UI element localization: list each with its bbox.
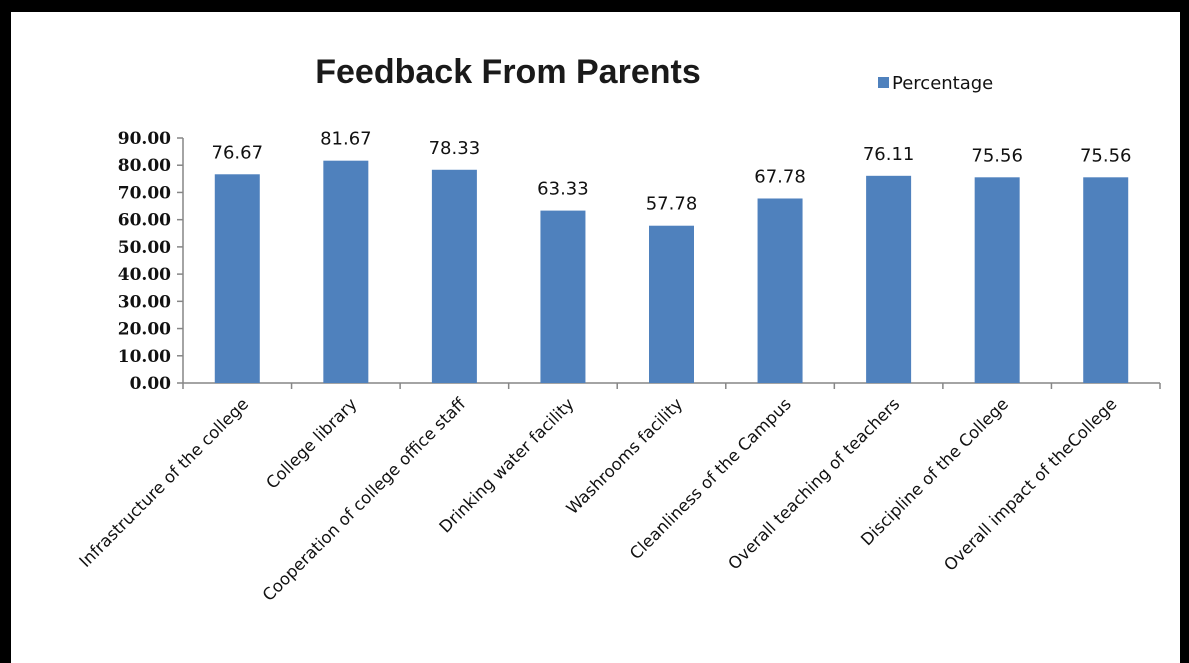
x-category-label: Cooperation of college office staff [259,394,470,605]
bar [866,175,912,383]
chart-title: Feedback From Parents [315,53,700,91]
bar [431,169,477,383]
bar [974,177,1020,383]
y-tick-label: 70.00 [118,183,171,203]
y-tick-label: 50.00 [118,238,171,258]
data-label: 78.33 [429,138,481,159]
data-label: 76.11 [863,144,915,165]
bar [1083,177,1129,383]
bars [214,160,1129,383]
bar [214,174,260,383]
x-category-label: Washrooms facility [563,394,687,518]
y-tick-label: 60.00 [118,211,171,231]
legend-swatch [878,77,889,88]
data-label: 57.78 [646,194,698,215]
data-label: 75.56 [971,145,1023,166]
data-label: 81.67 [320,129,372,150]
legend-label: Percentage [892,73,993,94]
x-category-label: Overall teaching of teachers [724,394,903,573]
x-category-label: College library [262,394,360,492]
y-tick-label: 10.00 [118,347,171,367]
data-label: 63.33 [537,179,589,200]
y-tick-label: 40.00 [118,265,171,285]
y-tick-label: 0.00 [130,374,172,394]
axes: 0.00 10.00 20.00 30.00 40.00 50.00 60.00 70.00 8… [118,129,1161,394]
data-label: 67.78 [754,166,806,187]
y-tick-label: 80.00 [118,156,171,176]
data-label: 76.67 [212,142,264,163]
bar [757,198,803,383]
bar [649,225,694,383]
y-tick-label: 90.00 [118,129,171,149]
y-tick-label: 30.00 [118,292,171,312]
data-labels: 76.67 81.67 78.33 63.33 57.78 67.78 76.11 75.56… [212,129,1132,215]
bar [323,160,369,383]
data-label: 75.56 [1080,145,1132,166]
category-labels: Infrastructure of the college College lib… [76,394,1121,605]
bar [540,210,586,383]
x-category-label: Overall impact of theCollege [940,394,1120,574]
y-tick-label: 20.00 [118,320,171,340]
x-category-label: Infrastructure of the college [76,394,253,571]
legend: Percentage [878,73,993,94]
